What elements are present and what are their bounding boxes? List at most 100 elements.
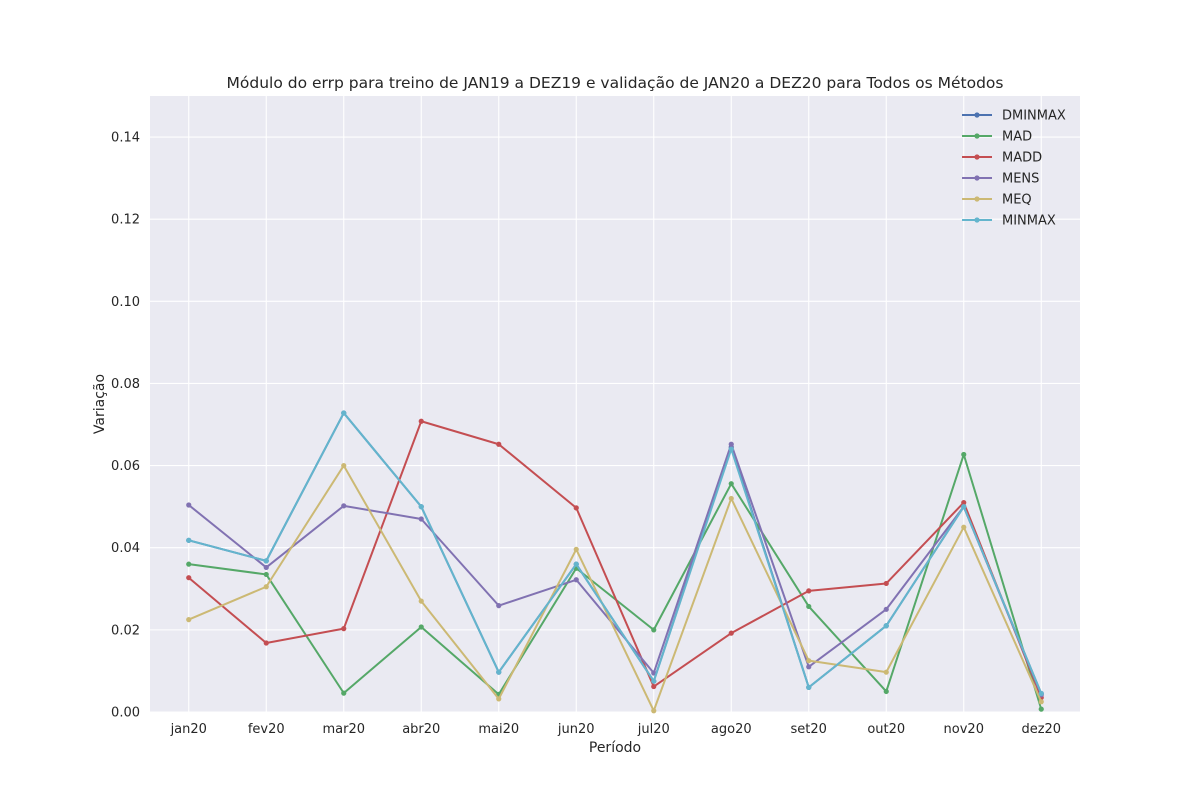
x-tick-label: fev20 xyxy=(248,722,285,737)
y-tick-label: 0.10 xyxy=(111,295,140,310)
legend-label: MEQ xyxy=(1002,193,1032,208)
y-tick-label: 0.06 xyxy=(111,459,140,474)
x-tick-label: ago20 xyxy=(711,722,752,737)
data-point xyxy=(728,446,734,452)
x-tick-label: mar20 xyxy=(322,722,365,737)
data-point xyxy=(728,481,734,487)
data-point xyxy=(961,504,967,510)
series-meq xyxy=(186,463,1044,714)
legend-item: MEQ xyxy=(962,193,1032,208)
y-tick-label: 0.14 xyxy=(111,131,140,146)
y-tick-label: 0.02 xyxy=(111,623,140,638)
legend-marker xyxy=(974,217,980,223)
x-tick-label: dez20 xyxy=(1021,722,1061,737)
y-axis-label: Variação xyxy=(92,374,108,434)
data-point xyxy=(263,571,269,578)
legend-item: MADD xyxy=(962,151,1042,166)
data-point xyxy=(418,504,424,510)
plot-background xyxy=(150,96,1080,712)
chart-title: Módulo do errp para treino de JAN19 a DE… xyxy=(227,74,1004,92)
legend-marker xyxy=(974,154,980,160)
data-point xyxy=(418,624,424,630)
data-point xyxy=(341,463,347,469)
legend-label: MADD xyxy=(1002,151,1042,166)
data-point xyxy=(573,505,579,511)
data-point xyxy=(263,564,269,571)
series-minmax xyxy=(186,410,1044,697)
x-tick-label: jun20 xyxy=(557,722,595,737)
data-point xyxy=(961,451,967,458)
data-point xyxy=(806,664,812,670)
data-point xyxy=(263,584,269,590)
series-lines xyxy=(186,410,1044,714)
tick-labels: 0.00 0.02 0.04 0.06 0.08 0.10 0.12 0.14 jan20 fev… xyxy=(111,131,1061,737)
data-point xyxy=(186,537,192,543)
data-point xyxy=(651,627,657,633)
data-point xyxy=(186,617,192,623)
data-point xyxy=(728,441,734,447)
series-line xyxy=(187,464,1043,712)
data-point xyxy=(728,630,734,636)
data-point xyxy=(573,546,579,552)
data-point xyxy=(418,516,424,522)
legend-label: MINMAX xyxy=(1002,214,1056,229)
x-tick-label: out20 xyxy=(867,722,905,737)
data-point xyxy=(806,658,812,664)
data-point xyxy=(728,495,734,502)
legend-marker xyxy=(974,133,980,139)
x-tick-label: nov20 xyxy=(944,722,984,737)
legend-marker xyxy=(974,196,980,202)
data-point xyxy=(186,561,192,567)
legend-label: MAD xyxy=(1002,130,1032,145)
data-point xyxy=(883,623,889,629)
data-point xyxy=(883,580,889,587)
data-point xyxy=(341,503,347,509)
data-point xyxy=(186,502,192,508)
data-point xyxy=(1038,690,1044,697)
data-point xyxy=(806,684,812,690)
data-point xyxy=(806,603,812,610)
data-point xyxy=(341,690,347,696)
x-axis-label: Período xyxy=(589,740,641,756)
x-tick-label: abr20 xyxy=(402,722,440,737)
data-point xyxy=(961,524,967,530)
y-tick-label: 0.12 xyxy=(111,213,140,228)
data-point xyxy=(186,575,192,581)
data-point xyxy=(883,606,889,612)
legend-label: MENS xyxy=(1002,172,1039,187)
data-point xyxy=(263,640,269,646)
y-tick-label: 0.08 xyxy=(111,377,140,392)
data-point xyxy=(496,603,502,609)
data-point xyxy=(496,696,502,702)
legend-item: DMINMAX xyxy=(962,109,1066,124)
data-point xyxy=(341,626,347,632)
y-tick-label: 0.04 xyxy=(111,541,140,556)
data-point xyxy=(651,678,657,684)
legend-marker xyxy=(974,112,980,118)
data-point xyxy=(1038,699,1044,705)
legend-item: MINMAX xyxy=(962,214,1056,229)
data-point xyxy=(573,577,579,583)
data-point xyxy=(651,683,657,690)
data-point xyxy=(496,669,502,675)
data-point xyxy=(341,410,347,416)
data-point xyxy=(883,669,889,675)
data-point xyxy=(418,418,424,424)
legend-marker xyxy=(974,175,980,181)
series-madd xyxy=(186,418,1044,701)
legend-item: MENS xyxy=(962,172,1039,187)
data-point xyxy=(496,441,502,447)
legend-item: MAD xyxy=(962,130,1032,145)
data-point xyxy=(263,558,269,564)
series-line xyxy=(187,420,1043,699)
data-point xyxy=(961,499,967,506)
x-tick-label: jul20 xyxy=(637,722,670,737)
legend-label: DMINMAX xyxy=(1002,109,1066,124)
data-point xyxy=(806,588,812,594)
series-line xyxy=(187,412,1043,695)
series-line xyxy=(187,443,1043,696)
data-point xyxy=(418,598,424,604)
y-tick-label: 0.00 xyxy=(111,706,140,721)
grid xyxy=(150,96,1080,713)
data-point xyxy=(573,561,579,567)
